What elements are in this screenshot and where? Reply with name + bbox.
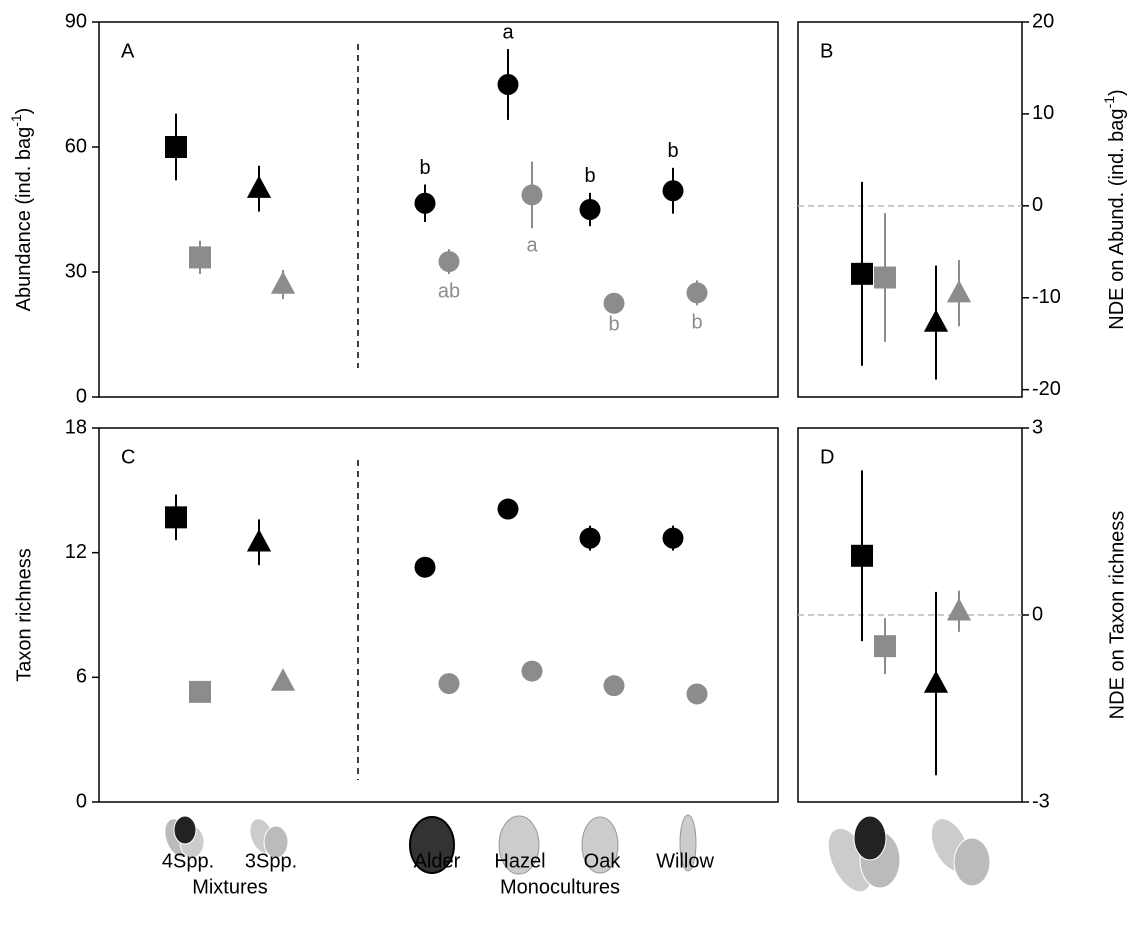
circle-marker	[604, 675, 625, 696]
circle-marker	[580, 199, 601, 220]
significance-letter: a	[502, 21, 514, 43]
y-tick-label: 0	[76, 385, 87, 407]
square-marker	[874, 267, 896, 289]
circle-marker	[687, 282, 708, 303]
y-tick-label: 3	[1032, 416, 1043, 438]
circle-marker	[522, 661, 543, 682]
square-marker	[851, 263, 873, 285]
y-tick-label: 6	[76, 666, 87, 688]
y-tick-label: 10	[1032, 102, 1054, 124]
y-axis-label-part: )	[13, 108, 35, 115]
x-category-label: 4Spp.	[162, 850, 214, 872]
y-axis-label: NDE on Taxon richness	[1106, 511, 1128, 720]
square-marker	[874, 635, 896, 657]
x-group-label: Monocultures	[500, 876, 620, 898]
x-category-label: Oak	[584, 850, 622, 872]
y-tick-label: -20	[1032, 378, 1061, 400]
x-category-label: Alder	[414, 850, 461, 872]
y-axis-label-part: )	[1106, 89, 1128, 96]
x-category-label: Hazel	[494, 850, 545, 872]
circle-marker	[580, 528, 601, 549]
significance-letter: b	[608, 314, 619, 336]
panel-label: B	[820, 40, 833, 62]
square-marker	[189, 246, 211, 268]
x-category-label: 3Spp.	[245, 850, 297, 872]
x-group-label: Mixtures	[192, 876, 268, 898]
y-axis-label-part: -1	[1101, 96, 1117, 109]
significance-letter: b	[667, 140, 678, 162]
y-tick-label: 12	[65, 541, 87, 563]
y-tick-label: 0	[1032, 194, 1043, 216]
square-marker	[165, 506, 187, 528]
significance-letter: b	[419, 157, 430, 179]
circle-marker	[498, 499, 519, 520]
y-tick-label: 0	[76, 790, 87, 812]
y-tick-label: 20	[1032, 10, 1054, 32]
y-tick-label: 60	[65, 135, 87, 157]
circle-marker	[604, 293, 625, 314]
significance-letter: b	[691, 312, 702, 334]
circle-marker	[687, 683, 708, 704]
square-marker	[189, 681, 211, 703]
panel-label: C	[121, 446, 135, 468]
square-marker	[851, 545, 873, 567]
circle-marker	[663, 180, 684, 201]
figure: A0306090Abundance (ind. bag-1)babbababbB…	[0, 0, 1140, 926]
significance-letter: a	[526, 235, 538, 257]
y-tick-label: 30	[65, 260, 87, 282]
y-tick-label: 90	[65, 10, 87, 32]
y-tick-label: -10	[1032, 286, 1061, 308]
y-tick-label: -3	[1032, 790, 1050, 812]
circle-marker	[439, 251, 460, 272]
y-axis-label: Taxon richness	[13, 548, 35, 681]
circle-marker	[439, 673, 460, 694]
circle-marker	[498, 74, 519, 95]
circle-marker	[415, 557, 436, 578]
y-axis-label-part: -1	[8, 114, 24, 127]
circle-marker	[415, 193, 436, 214]
y-tick-label: 18	[65, 416, 87, 438]
significance-letter: ab	[438, 280, 460, 302]
panel-label: D	[820, 446, 834, 468]
circle-marker	[522, 184, 543, 205]
square-marker	[165, 136, 187, 158]
circle-marker	[663, 528, 684, 549]
panel-label: A	[121, 40, 135, 62]
y-tick-label: 0	[1032, 603, 1043, 625]
y-axis-label-part: NDE on Abund. (ind. bag	[1106, 108, 1128, 329]
significance-letter: b	[584, 165, 595, 187]
x-category-label: Willow	[656, 850, 714, 872]
y-axis-label-part: Abundance (ind. bag	[13, 127, 35, 312]
